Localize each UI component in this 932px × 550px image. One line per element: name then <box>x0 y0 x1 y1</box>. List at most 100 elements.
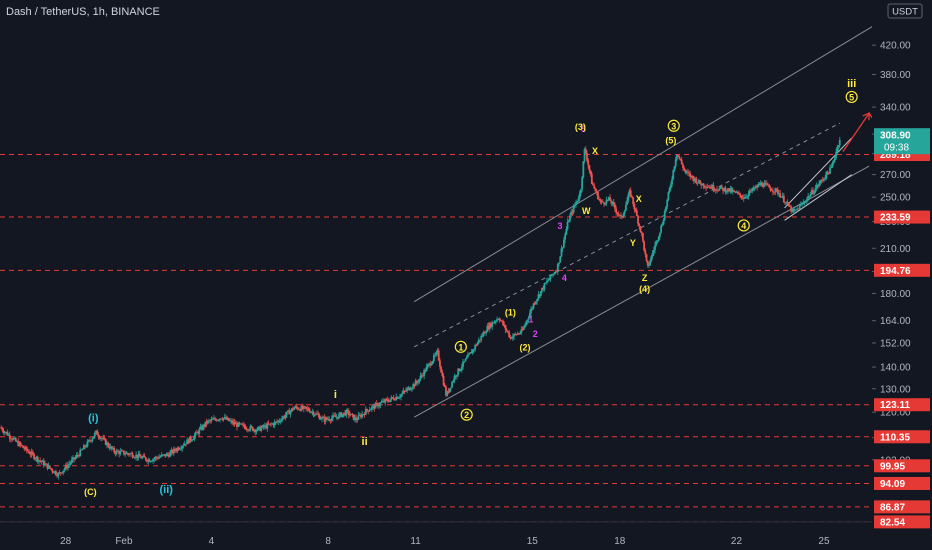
currency-badge[interactable]: USDT <box>887 3 923 19</box>
currency-label: USDT <box>892 7 918 18</box>
candle-body <box>310 411 313 413</box>
candle-body <box>592 184 594 186</box>
candle-body <box>221 419 224 420</box>
candle-body <box>27 450 29 452</box>
candle-body <box>251 427 254 431</box>
candle-body <box>362 413 365 415</box>
candle-body <box>323 417 326 422</box>
candle-body <box>803 202 806 204</box>
candle-body <box>392 397 395 400</box>
candle-body <box>168 454 170 457</box>
candle-body <box>580 189 582 194</box>
candle-body <box>474 345 477 350</box>
candle-body <box>429 363 432 366</box>
level-price-badge <box>874 500 930 514</box>
candle-body <box>374 403 377 409</box>
candle-body <box>776 189 779 194</box>
candle-body <box>403 390 406 392</box>
candle-body <box>547 280 549 282</box>
candle-body <box>464 358 467 362</box>
candle-body <box>132 457 135 458</box>
candle-body <box>351 413 354 415</box>
candle-body <box>792 208 795 212</box>
candle-body <box>711 185 714 189</box>
candle-body <box>622 213 625 218</box>
candle-body <box>826 171 829 173</box>
level-price-label: 82.54 <box>880 517 905 528</box>
candle-body <box>160 454 163 457</box>
price-tick-label: 380.00 <box>880 70 911 81</box>
candle-body <box>443 385 446 388</box>
candle-body <box>539 291 542 297</box>
candle-body <box>125 452 128 454</box>
candle-body <box>242 424 244 426</box>
wave-label: Y <box>630 238 636 248</box>
candle-body <box>208 420 210 422</box>
candle-body <box>428 363 430 365</box>
projection-arrowhead <box>862 112 870 121</box>
candle-body <box>511 336 514 339</box>
candle-body <box>281 418 283 422</box>
candle-body <box>329 420 332 422</box>
candle-body <box>222 418 225 420</box>
candle-body <box>761 182 763 186</box>
candle-body <box>172 448 175 454</box>
candle-body <box>518 333 520 335</box>
candle-body <box>253 429 255 431</box>
candle-body <box>194 431 197 436</box>
candle-body <box>515 334 518 335</box>
candle-body <box>801 204 803 205</box>
candle-body <box>808 196 811 198</box>
candle-body <box>142 455 145 458</box>
candle-body <box>226 417 229 420</box>
candle-body <box>56 474 59 477</box>
candle-body <box>530 308 532 314</box>
candle-body <box>352 414 355 420</box>
candle-body <box>268 423 271 425</box>
candle-body <box>212 418 215 420</box>
candle-body <box>264 425 266 428</box>
time-axis[interactable]: 28 Feb 4 8 11 15 18 22 25 <box>0 521 872 550</box>
candle-body <box>304 406 306 408</box>
candle-body <box>804 201 807 203</box>
candle-body <box>255 430 258 433</box>
candle-body <box>669 184 672 188</box>
candle-body <box>824 178 827 180</box>
level-price-label: 233.59 <box>880 213 911 224</box>
candle-body <box>431 361 434 364</box>
candle-body <box>104 439 107 445</box>
candle-body <box>129 453 131 455</box>
candle-body <box>509 336 512 338</box>
candle-body <box>696 182 699 184</box>
candle-body <box>764 183 767 185</box>
candle-body <box>542 287 545 290</box>
candle-body <box>819 180 822 184</box>
candle-body <box>562 239 565 248</box>
level-price-badge <box>874 398 930 412</box>
candle-body <box>277 420 280 423</box>
candle-body <box>44 463 46 466</box>
wave-label: (1) <box>505 307 516 317</box>
candle-body <box>660 226 663 233</box>
candle-body <box>328 419 331 421</box>
candle-body <box>419 375 422 379</box>
candle-body <box>93 432 96 437</box>
candle-body <box>85 446 88 448</box>
price-axis[interactable]: 102.00110.00120.00130.00140.00152.00164.… <box>872 0 932 550</box>
candle-body <box>524 324 526 327</box>
chart-title: Dash / TetherUS, 1h, BINANCE <box>6 6 160 18</box>
candle-body <box>831 162 834 168</box>
candle-body <box>322 417 325 419</box>
candle-body <box>775 188 778 190</box>
candle-body <box>634 209 637 211</box>
candle-body <box>254 429 257 433</box>
candle-body <box>436 350 439 353</box>
candle-body <box>658 232 661 237</box>
candle-body <box>442 375 445 386</box>
candle-body <box>347 410 350 415</box>
candle-body <box>598 199 601 200</box>
candle-body <box>315 413 317 415</box>
candle-body <box>621 216 624 218</box>
candle-body <box>400 394 402 398</box>
